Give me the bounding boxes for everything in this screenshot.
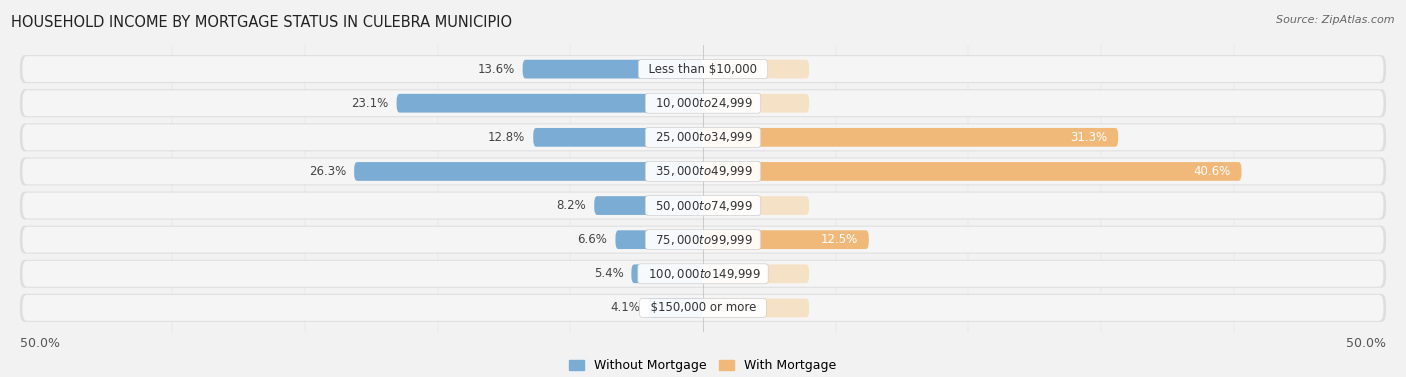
Text: 4.1%: 4.1% (610, 301, 641, 314)
FancyBboxPatch shape (703, 162, 1241, 181)
Legend: Without Mortgage, With Mortgage: Without Mortgage, With Mortgage (564, 354, 842, 377)
FancyBboxPatch shape (22, 158, 1384, 184)
FancyBboxPatch shape (703, 60, 808, 78)
FancyBboxPatch shape (20, 192, 1386, 219)
Text: 0.0%: 0.0% (714, 301, 744, 314)
Text: $100,000 to $149,999: $100,000 to $149,999 (641, 267, 765, 281)
FancyBboxPatch shape (703, 230, 869, 249)
Text: 6.6%: 6.6% (578, 233, 607, 246)
FancyBboxPatch shape (22, 90, 1384, 116)
Text: 0.0%: 0.0% (714, 267, 744, 280)
FancyBboxPatch shape (22, 56, 1384, 82)
FancyBboxPatch shape (22, 227, 1384, 253)
Text: 0.0%: 0.0% (714, 63, 744, 76)
FancyBboxPatch shape (703, 299, 808, 317)
Text: $50,000 to $74,999: $50,000 to $74,999 (648, 199, 758, 213)
FancyBboxPatch shape (20, 294, 1386, 322)
Text: $10,000 to $24,999: $10,000 to $24,999 (648, 96, 758, 110)
Text: 12.8%: 12.8% (488, 131, 526, 144)
FancyBboxPatch shape (631, 264, 703, 283)
FancyBboxPatch shape (22, 295, 1384, 321)
FancyBboxPatch shape (523, 60, 703, 78)
Text: 40.6%: 40.6% (1194, 165, 1230, 178)
FancyBboxPatch shape (20, 226, 1386, 254)
FancyBboxPatch shape (533, 128, 703, 147)
FancyBboxPatch shape (703, 94, 808, 113)
Text: 23.1%: 23.1% (352, 97, 388, 110)
FancyBboxPatch shape (703, 128, 1118, 147)
Text: Less than $10,000: Less than $10,000 (641, 63, 765, 76)
FancyBboxPatch shape (703, 264, 808, 283)
Text: 13.6%: 13.6% (478, 63, 515, 76)
Text: 0.0%: 0.0% (714, 199, 744, 212)
Text: 5.4%: 5.4% (593, 267, 623, 280)
FancyBboxPatch shape (648, 299, 703, 317)
Text: 0.0%: 0.0% (714, 97, 744, 110)
FancyBboxPatch shape (22, 124, 1384, 150)
Text: $75,000 to $99,999: $75,000 to $99,999 (648, 233, 758, 247)
Text: $35,000 to $49,999: $35,000 to $49,999 (648, 164, 758, 178)
FancyBboxPatch shape (354, 162, 703, 181)
FancyBboxPatch shape (20, 123, 1386, 151)
FancyBboxPatch shape (22, 261, 1384, 287)
FancyBboxPatch shape (595, 196, 703, 215)
FancyBboxPatch shape (616, 230, 703, 249)
FancyBboxPatch shape (20, 89, 1386, 117)
Text: HOUSEHOLD INCOME BY MORTGAGE STATUS IN CULEBRA MUNICIPIO: HOUSEHOLD INCOME BY MORTGAGE STATUS IN C… (11, 15, 512, 30)
Text: Source: ZipAtlas.com: Source: ZipAtlas.com (1277, 15, 1395, 25)
FancyBboxPatch shape (396, 94, 703, 113)
Text: 26.3%: 26.3% (309, 165, 346, 178)
FancyBboxPatch shape (20, 158, 1386, 185)
Text: 8.2%: 8.2% (557, 199, 586, 212)
FancyBboxPatch shape (703, 196, 808, 215)
FancyBboxPatch shape (22, 193, 1384, 219)
Text: $150,000 or more: $150,000 or more (643, 301, 763, 314)
Text: 12.5%: 12.5% (821, 233, 858, 246)
FancyBboxPatch shape (20, 55, 1386, 83)
FancyBboxPatch shape (20, 260, 1386, 288)
Text: $25,000 to $34,999: $25,000 to $34,999 (648, 130, 758, 144)
Text: 31.3%: 31.3% (1070, 131, 1108, 144)
